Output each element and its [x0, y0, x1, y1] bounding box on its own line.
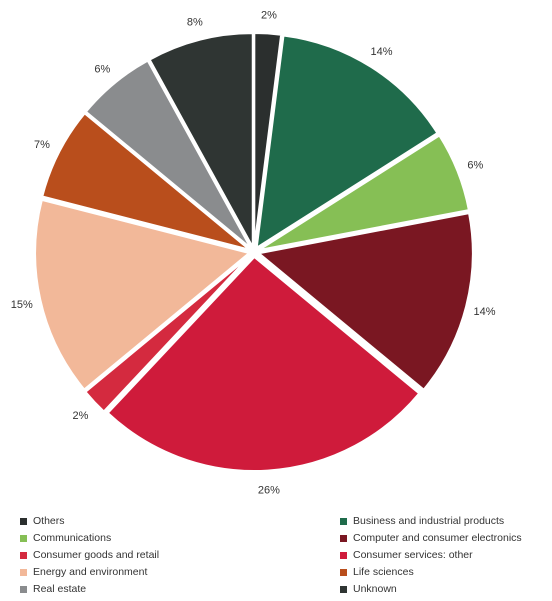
- legend-label: Computer and consumer electronics: [353, 532, 522, 544]
- legend-label: Communications: [33, 532, 112, 544]
- pie-slice-7: [41, 111, 251, 251]
- slice-label-6: 15%: [11, 299, 33, 311]
- slice-label-0: 2%: [261, 9, 277, 21]
- pie-slice-9: [148, 32, 254, 248]
- slice-label-1: 14%: [371, 46, 393, 58]
- slice-label-7: 7%: [34, 139, 50, 151]
- pie-slice-3: [256, 211, 474, 392]
- legend-swatch: [340, 551, 347, 559]
- slice-label-2: 6%: [467, 159, 483, 171]
- legend-swatch: [20, 585, 27, 593]
- legend-item-energy: Energy and environment: [20, 566, 147, 578]
- legend-swatch: [340, 585, 347, 593]
- pie-slice-8: [84, 59, 252, 249]
- legend-label: Energy and environment: [33, 566, 148, 578]
- legend-item-others: Others: [20, 515, 65, 527]
- legend-swatch: [340, 517, 347, 525]
- legend-item-unknown: Unknown: [340, 583, 397, 595]
- pie-slice-2: [258, 134, 471, 252]
- pie-chart: 2% 14% 6% 14% 26% 2% 15% 7% 6% 8%: [11, 9, 496, 497]
- legend-label: Unknown: [353, 583, 397, 595]
- slice-label-5: 2%: [73, 410, 89, 422]
- chart-legend: Others Communications Consumer goods and…: [0, 510, 552, 601]
- legend-item-consumer-services: Consumer services: other: [340, 549, 473, 561]
- legend-item-communications: Communications: [20, 532, 111, 544]
- legend-swatch: [20, 551, 27, 559]
- legend-swatch: [340, 568, 347, 576]
- pie-slice-5: [84, 254, 252, 413]
- slice-label-4: 26%: [258, 485, 280, 497]
- legend-label: Consumer services: other: [353, 549, 473, 561]
- slice-label-9: 8%: [187, 16, 203, 28]
- legend-label: Business and industrial products: [353, 515, 505, 527]
- legend-item-consumer-goods: Consumer goods and retail: [20, 549, 159, 561]
- legend-label: Life sciences: [353, 566, 414, 578]
- legend-swatch: [20, 517, 27, 525]
- pie-slice-0: [253, 32, 283, 248]
- pie-slice-1: [255, 34, 439, 250]
- legend-item-business: Business and industrial products: [340, 515, 504, 527]
- slice-label-8: 6%: [94, 64, 110, 76]
- legend-label: Others: [33, 515, 65, 527]
- legend-item-computer: Computer and consumer electronics: [340, 532, 522, 544]
- legend-label: Consumer goods and retail: [33, 549, 160, 561]
- legend-label: Real estate: [33, 583, 87, 595]
- pie-slice-6: [34, 198, 252, 391]
- legend-swatch: [20, 568, 27, 576]
- legend-item-life-sciences: Life sciences: [340, 566, 414, 578]
- slice-label-3: 14%: [474, 306, 496, 318]
- legend-swatch: [340, 534, 347, 542]
- legend-item-real-estate: Real estate: [20, 583, 86, 595]
- pie-slice-4: [106, 255, 421, 472]
- legend-swatch: [20, 534, 27, 542]
